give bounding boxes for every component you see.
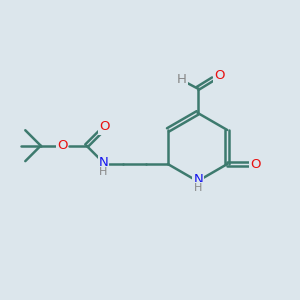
Text: O: O xyxy=(57,139,68,152)
Text: N: N xyxy=(99,156,108,169)
Text: O: O xyxy=(214,70,225,83)
Text: N: N xyxy=(193,173,203,186)
Text: O: O xyxy=(250,158,260,171)
Text: O: O xyxy=(99,121,110,134)
Text: H: H xyxy=(194,183,202,193)
Text: H: H xyxy=(177,73,187,86)
Text: H: H xyxy=(99,167,108,176)
